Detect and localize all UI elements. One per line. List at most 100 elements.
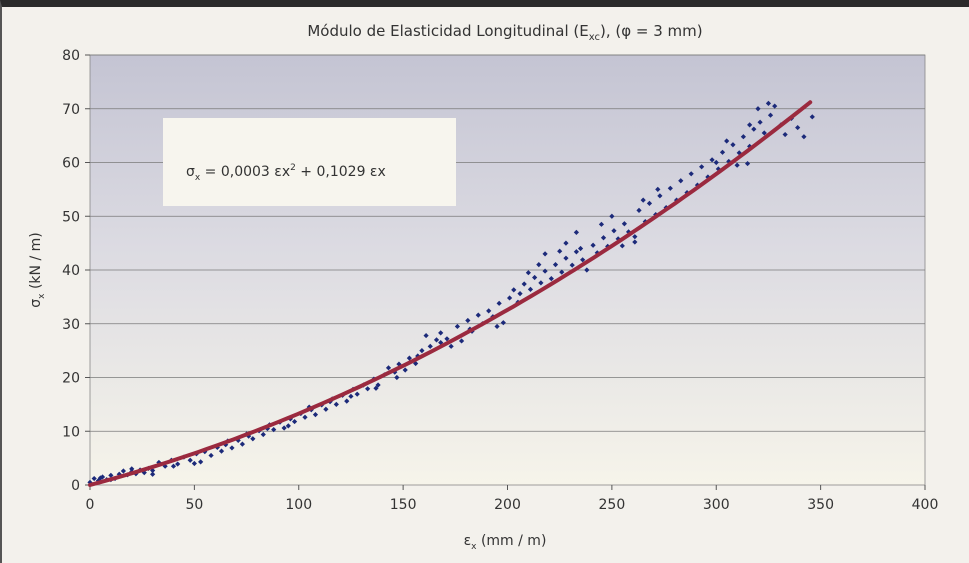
data-point [271,427,277,433]
x-axis-ticks: 0 50 100 150 200 250 300 350 400 [86,485,938,513]
data-point [678,178,684,184]
data-point [536,262,542,268]
data-point [782,131,788,138]
data-point [563,255,569,261]
data-point [187,457,193,463]
data-point [740,134,746,140]
data-point [590,242,596,248]
data-point [312,411,319,418]
data-point [375,382,381,388]
data-point [538,280,544,286]
equation-text: σx = 0,0003 εx2 + 0,1029 εx [186,163,386,183]
data-point [724,138,730,144]
x-tick-label: 100 [285,497,312,513]
data-point [527,286,534,292]
data-point [239,441,245,447]
data-point [333,401,339,407]
data-point [458,338,465,344]
x-axis-label: εx (mm / m) [464,533,547,552]
data-point [406,355,412,361]
data-point [632,234,638,240]
trend-line [88,100,813,487]
data-point [719,149,726,155]
data-point [751,126,757,132]
y-tick-label: 20 [62,371,80,387]
data-point [97,475,104,481]
data-point [772,103,778,109]
x-tick-label: 300 [703,497,730,513]
data-point [744,160,751,167]
data-point [548,276,554,282]
data-point [129,466,135,472]
data-point [657,193,663,199]
y-tick-label: 60 [62,156,80,172]
y-tick-label: 40 [62,263,80,279]
data-point [577,245,584,252]
y-tick-label: 30 [62,317,80,333]
x-tick-label: 350 [807,497,834,513]
data-point [191,460,197,467]
y-tick-label: 80 [62,48,80,64]
data-point [260,431,266,438]
data-point [394,374,400,381]
data-point [532,274,538,281]
chart-title: Módulo de Elasticidad Longitudinal (Exc)… [307,22,702,43]
data-point [557,248,563,254]
data-point [496,300,502,306]
data-point [208,452,214,459]
y-tick-label: 70 [62,102,80,118]
data-point [465,317,471,324]
equation-box [163,118,456,206]
x-tick-label: 50 [185,497,203,513]
data-point [448,343,454,349]
data-point [427,343,433,349]
data-point [563,240,569,246]
data-point [500,320,506,326]
data-point [506,295,513,301]
data-point [344,398,350,404]
data-point [156,459,162,466]
data-point [525,270,531,276]
y-tick-label: 50 [62,209,80,225]
x-tick-label: 200 [494,497,521,513]
data-point [747,122,753,128]
data-point [302,414,308,420]
x-tick-label: 0 [86,497,95,513]
data-point [688,171,694,177]
data-point [348,393,354,399]
data-point [486,308,492,314]
data-point [713,159,719,166]
data-point [285,423,291,429]
data-point [795,124,801,131]
data-point [419,348,425,354]
data-point [646,200,653,206]
data-point [598,221,605,227]
data-point [580,257,586,263]
data-point [170,463,177,469]
data-point [402,367,408,373]
data-point [235,437,241,443]
y-axis-ticks: 0 10 20 30 40 50 60 70 80 [62,48,90,494]
data-point [552,262,559,268]
x-tick-label: 150 [390,497,417,513]
data-point [218,448,225,454]
data-point [573,249,579,255]
data-point [667,185,673,191]
data-point [281,425,287,431]
data-point [108,472,114,478]
data-point [413,360,419,367]
data-point [291,418,298,425]
data-point [709,157,715,163]
data-point [373,385,379,391]
data-point [809,114,815,120]
data-point [250,436,256,442]
data-point [438,330,444,336]
data-point [150,471,156,477]
data-point [632,239,638,245]
data-point [699,164,705,170]
y-tick-label: 0 [71,478,80,494]
data-point [120,468,126,474]
data-point [757,119,763,125]
data-point [354,391,360,397]
data-point [511,287,517,293]
